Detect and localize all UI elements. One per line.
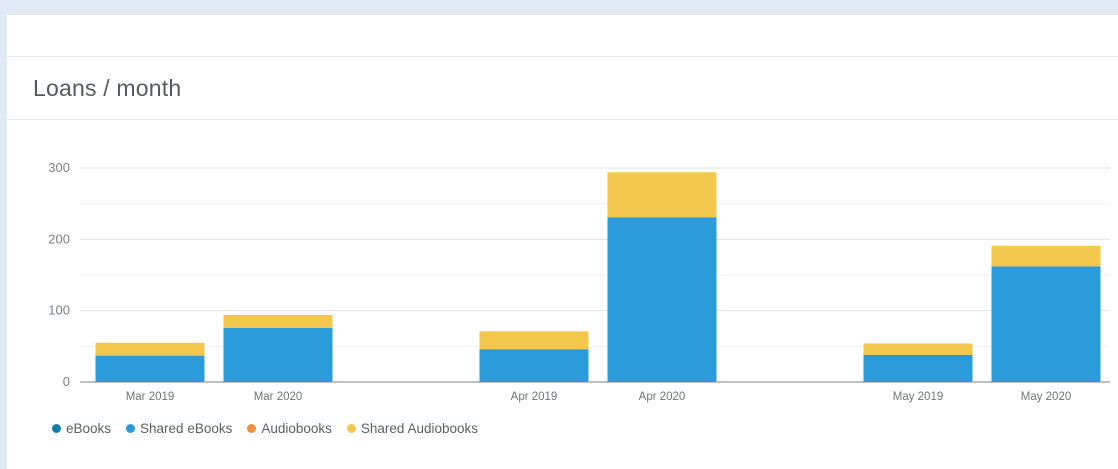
legend-item-audiobooks[interactable]: Audiobooks bbox=[247, 421, 332, 436]
bar-shared-ebooks bbox=[479, 349, 589, 382]
legend-swatch-shared-ebooks bbox=[126, 424, 136, 433]
y-tick-label: 200 bbox=[48, 231, 70, 246]
x-tick-label: May 2020 bbox=[1021, 391, 1072, 403]
y-tick-label: 0 bbox=[63, 374, 70, 389]
bar-shared-ebooks bbox=[95, 355, 205, 382]
legend-label-ebooks: eBooks bbox=[66, 421, 112, 436]
bar-shared-ebooks bbox=[863, 354, 973, 382]
chart-panel: Loans / month bbox=[6, 14, 1118, 469]
legend-item-ebooks[interactable]: eBooks bbox=[52, 421, 111, 436]
bar-shared-ebooks bbox=[223, 327, 333, 382]
legend-swatch-shared-audiobooks bbox=[346, 424, 356, 433]
x-tick-label: Apr 2020 bbox=[639, 391, 686, 403]
bar-shared-audiobooks bbox=[95, 342, 205, 356]
y-tick-label: 100 bbox=[48, 303, 70, 318]
x-tick-label: Apr 2019 bbox=[511, 391, 558, 403]
bar-shared-audiobooks bbox=[223, 314, 333, 328]
x-tick-label: Mar 2020 bbox=[254, 391, 303, 403]
bar-shared-ebooks bbox=[991, 266, 1101, 382]
bar-shared-audiobooks bbox=[991, 245, 1101, 267]
legend-item-shared-audiobooks[interactable]: Shared Audiobooks bbox=[346, 421, 478, 436]
x-tick-label: Mar 2019 bbox=[126, 391, 175, 403]
x-tick-label: May 2019 bbox=[893, 391, 944, 403]
bar-shared-audiobooks bbox=[607, 172, 717, 218]
legend-label-shared-audiobooks: Shared Audiobooks bbox=[360, 421, 478, 436]
bar-shared-ebooks bbox=[607, 217, 717, 382]
panel-header: Loans / month bbox=[7, 57, 1118, 120]
legend-swatch-audiobooks bbox=[247, 424, 257, 433]
legend-label-audiobooks: Audiobooks bbox=[261, 421, 332, 436]
chart-legend: eBooks Shared eBooks Audiobooks Shared A… bbox=[52, 421, 493, 436]
bar-shared-audiobooks bbox=[479, 331, 589, 350]
legend-label-shared-ebooks: Shared eBooks bbox=[140, 421, 233, 436]
y-tick-label: 300 bbox=[48, 160, 70, 175]
legend-item-shared-ebooks[interactable]: Shared eBooks bbox=[126, 421, 232, 436]
legend-swatch-ebooks bbox=[52, 424, 61, 433]
page-title: Loans / month bbox=[33, 75, 182, 101]
panel-toolbar bbox=[7, 15, 1118, 57]
bar-shared-audiobooks bbox=[863, 343, 973, 355]
